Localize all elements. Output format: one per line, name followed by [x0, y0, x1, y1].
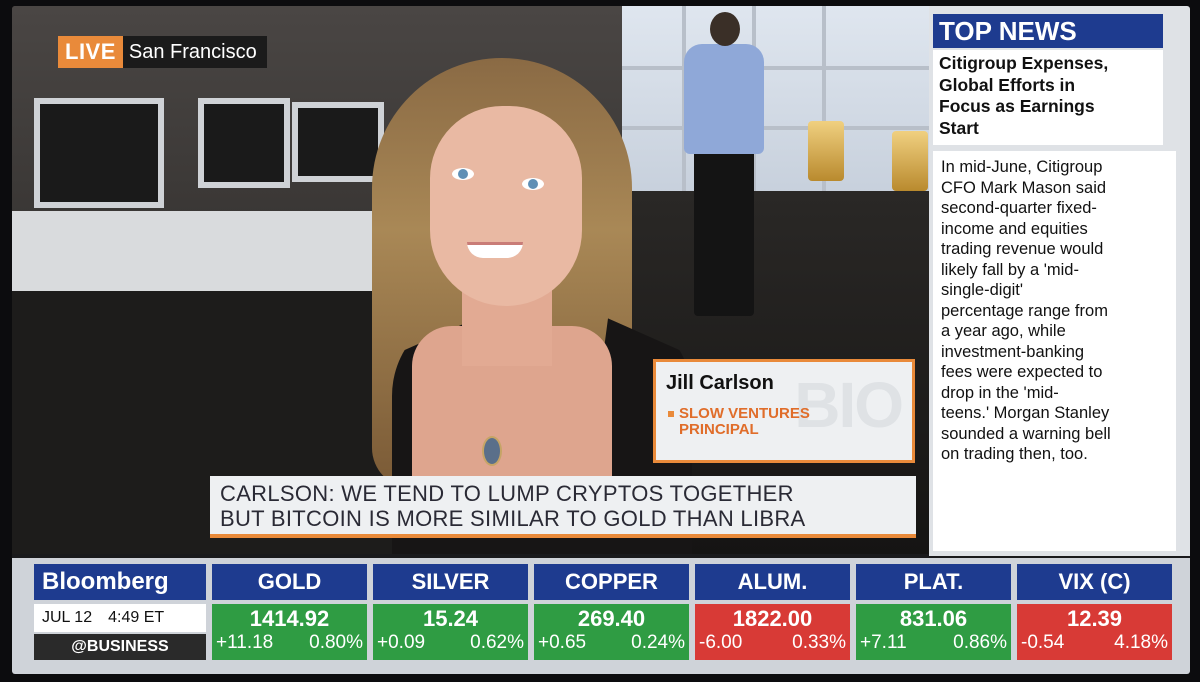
- body-line: trading revenue would: [941, 240, 1104, 258]
- ticker-name: GOLD: [212, 564, 367, 600]
- ticker-value: 269.40 +0.65 0.24%: [534, 604, 689, 660]
- ticker-change: +11.18: [216, 632, 274, 653]
- anchor-mouth: [467, 242, 523, 258]
- background-lamp: [892, 131, 928, 191]
- body-line: a year ago, while: [941, 322, 1066, 340]
- ticker-percent: 0.62%: [470, 632, 524, 653]
- body-line: second-quarter fixed-: [941, 199, 1097, 217]
- background-monitor: [34, 98, 164, 208]
- brand-block: Bloomberg JUL 12 4:49 ET @BUSINESS: [34, 564, 206, 660]
- headline-line: Global Efforts in: [939, 74, 1076, 95]
- ticker-name: SILVER: [373, 564, 528, 600]
- live-badge: LIVE: [58, 36, 123, 68]
- anchor-eye: [522, 178, 544, 190]
- body-line: income and equities: [941, 219, 1088, 238]
- social-handle: @BUSINESS: [34, 634, 206, 660]
- ticker-price: 15.24: [422, 606, 479, 631]
- ticker-percent: 0.33%: [792, 632, 846, 653]
- quote-line-1: CARLSON: WE TEND TO LUMP CRYPTOS TOGETHE…: [220, 481, 794, 506]
- top-news-headline: Citigroup Expenses, Global Efforts in Fo…: [933, 50, 1163, 145]
- ticker-tile-vix: VIX (C) 12.39 -0.54 4.18%: [1017, 564, 1172, 660]
- ticker-price: 12.39: [1066, 606, 1123, 631]
- ticker-tile-platinum: PLAT. 831.06 +7.11 0.86%: [856, 564, 1011, 660]
- ticker-tile-silver: SILVER 15.24 +0.09 0.62%: [373, 564, 528, 660]
- ticker-percent: 0.24%: [631, 632, 685, 653]
- ticker-name: VIX (C): [1017, 564, 1172, 600]
- ticker-change: +7.11: [860, 632, 907, 653]
- background-person-head: [710, 12, 740, 46]
- ticker-value: 12.39 -0.54 4.18%: [1017, 604, 1172, 660]
- top-news-body: In mid-June, Citigroup CFO Mark Mason sa…: [933, 151, 1176, 551]
- background-monitor: [198, 98, 290, 188]
- newsroom-window: [622, 6, 932, 196]
- date: JUL 12: [42, 609, 93, 626]
- ticker-name: ALUM.: [695, 564, 850, 600]
- bullet-square-icon: [668, 411, 674, 418]
- body-line: teens.' Morgan Stanley: [941, 404, 1110, 422]
- ticker-value: 15.24 +0.09 0.62%: [373, 604, 528, 660]
- live-bug: LIVE San Francisco: [58, 36, 267, 68]
- anchor-pendant: [482, 436, 502, 466]
- bio-watermark: BIO: [794, 369, 904, 441]
- ticker-price: 1822.00: [732, 606, 813, 631]
- anchor-eye: [452, 168, 474, 180]
- ticker-tile-aluminum: ALUM. 1822.00 -6.00 0.33%: [695, 564, 850, 660]
- ticker-value: 1414.92 +11.18 0.80%: [212, 604, 367, 660]
- tv-screen: LIVE San Francisco BIO Jill Carlson SLOW…: [12, 6, 1190, 674]
- ticker-price: 831.06: [899, 606, 968, 631]
- background-lamp: [808, 121, 844, 181]
- body-line: CFO Mark Mason said: [941, 178, 1107, 197]
- body-line: investment-banking: [941, 342, 1085, 361]
- guest-title-line2: PRINCIPAL: [679, 421, 759, 438]
- live-location: San Francisco: [122, 36, 267, 68]
- body-line: single-digit': [941, 281, 1024, 299]
- background-person: [684, 44, 764, 154]
- time: 4:49 ET: [108, 609, 165, 626]
- guest-title: SLOW VENTURES PRINCIPAL: [668, 406, 810, 438]
- body-line: In mid-June, Citigroup: [941, 158, 1103, 176]
- guest-name: Jill Carlson: [666, 372, 774, 394]
- ticker-change: -6.00: [699, 632, 743, 653]
- headline-line: Start: [939, 117, 979, 138]
- date-time: JUL 12 4:49 ET: [34, 604, 206, 632]
- newsroom-desk: [12, 211, 432, 291]
- ticker-tile-copper: COPPER 269.40 +0.65 0.24%: [534, 564, 689, 660]
- ticker-percent: 0.86%: [953, 632, 1007, 653]
- body-line: sounded a warning bell: [941, 424, 1111, 443]
- market-ticker: Bloomberg JUL 12 4:49 ET @BUSINESS GOLD …: [12, 558, 1190, 674]
- ticker-change: +0.09: [377, 632, 426, 653]
- ticker-percent: 0.80%: [309, 632, 363, 653]
- ticker-value: 831.06 +7.11 0.86%: [856, 604, 1011, 660]
- guest-title-line1: SLOW VENTURES: [679, 405, 810, 422]
- ticker-price: 1414.92: [249, 606, 330, 631]
- quote-line-2: BUT BITCOIN IS MORE SIMILAR TO GOLD THAN…: [220, 506, 806, 531]
- top-news-panel: TOP NEWS Citigroup Expenses, Global Effo…: [929, 6, 1190, 556]
- background-monitor: [292, 102, 384, 182]
- ticker-price: 269.40: [577, 606, 646, 631]
- ticker-name: PLAT.: [856, 564, 1011, 600]
- body-line: on trading then, too.: [941, 445, 1088, 463]
- background-person-legs: [694, 146, 754, 316]
- body-line: fees were expected to: [941, 363, 1103, 381]
- body-line: drop in the 'mid-: [941, 383, 1059, 402]
- body-line: percentage range from: [941, 301, 1108, 320]
- brand-logo: Bloomberg: [34, 564, 206, 600]
- ticker-tile-gold: GOLD 1414.92 +11.18 0.80%: [212, 564, 367, 660]
- top-news-header: TOP NEWS: [933, 14, 1163, 48]
- ticker-name: COPPER: [534, 564, 689, 600]
- name-lower-third: BIO Jill Carlson SLOW VENTURES PRINCIPAL: [653, 359, 915, 463]
- headline-line: Focus as Earnings: [939, 96, 1095, 116]
- body-line: likely fall by a 'mid-: [941, 260, 1079, 279]
- ticker-change: -0.54: [1021, 632, 1065, 653]
- video-feed: LIVE San Francisco BIO Jill Carlson SLOW…: [12, 6, 932, 554]
- headline-line: Citigroup Expenses,: [939, 53, 1109, 73]
- ticker-change: +0.65: [538, 632, 587, 653]
- ticker-percent: 4.18%: [1114, 632, 1168, 653]
- quote-banner: CARLSON: WE TEND TO LUMP CRYPTOS TOGETHE…: [210, 476, 916, 538]
- ticker-value: 1822.00 -6.00 0.33%: [695, 604, 850, 660]
- anchor-face: [430, 106, 582, 306]
